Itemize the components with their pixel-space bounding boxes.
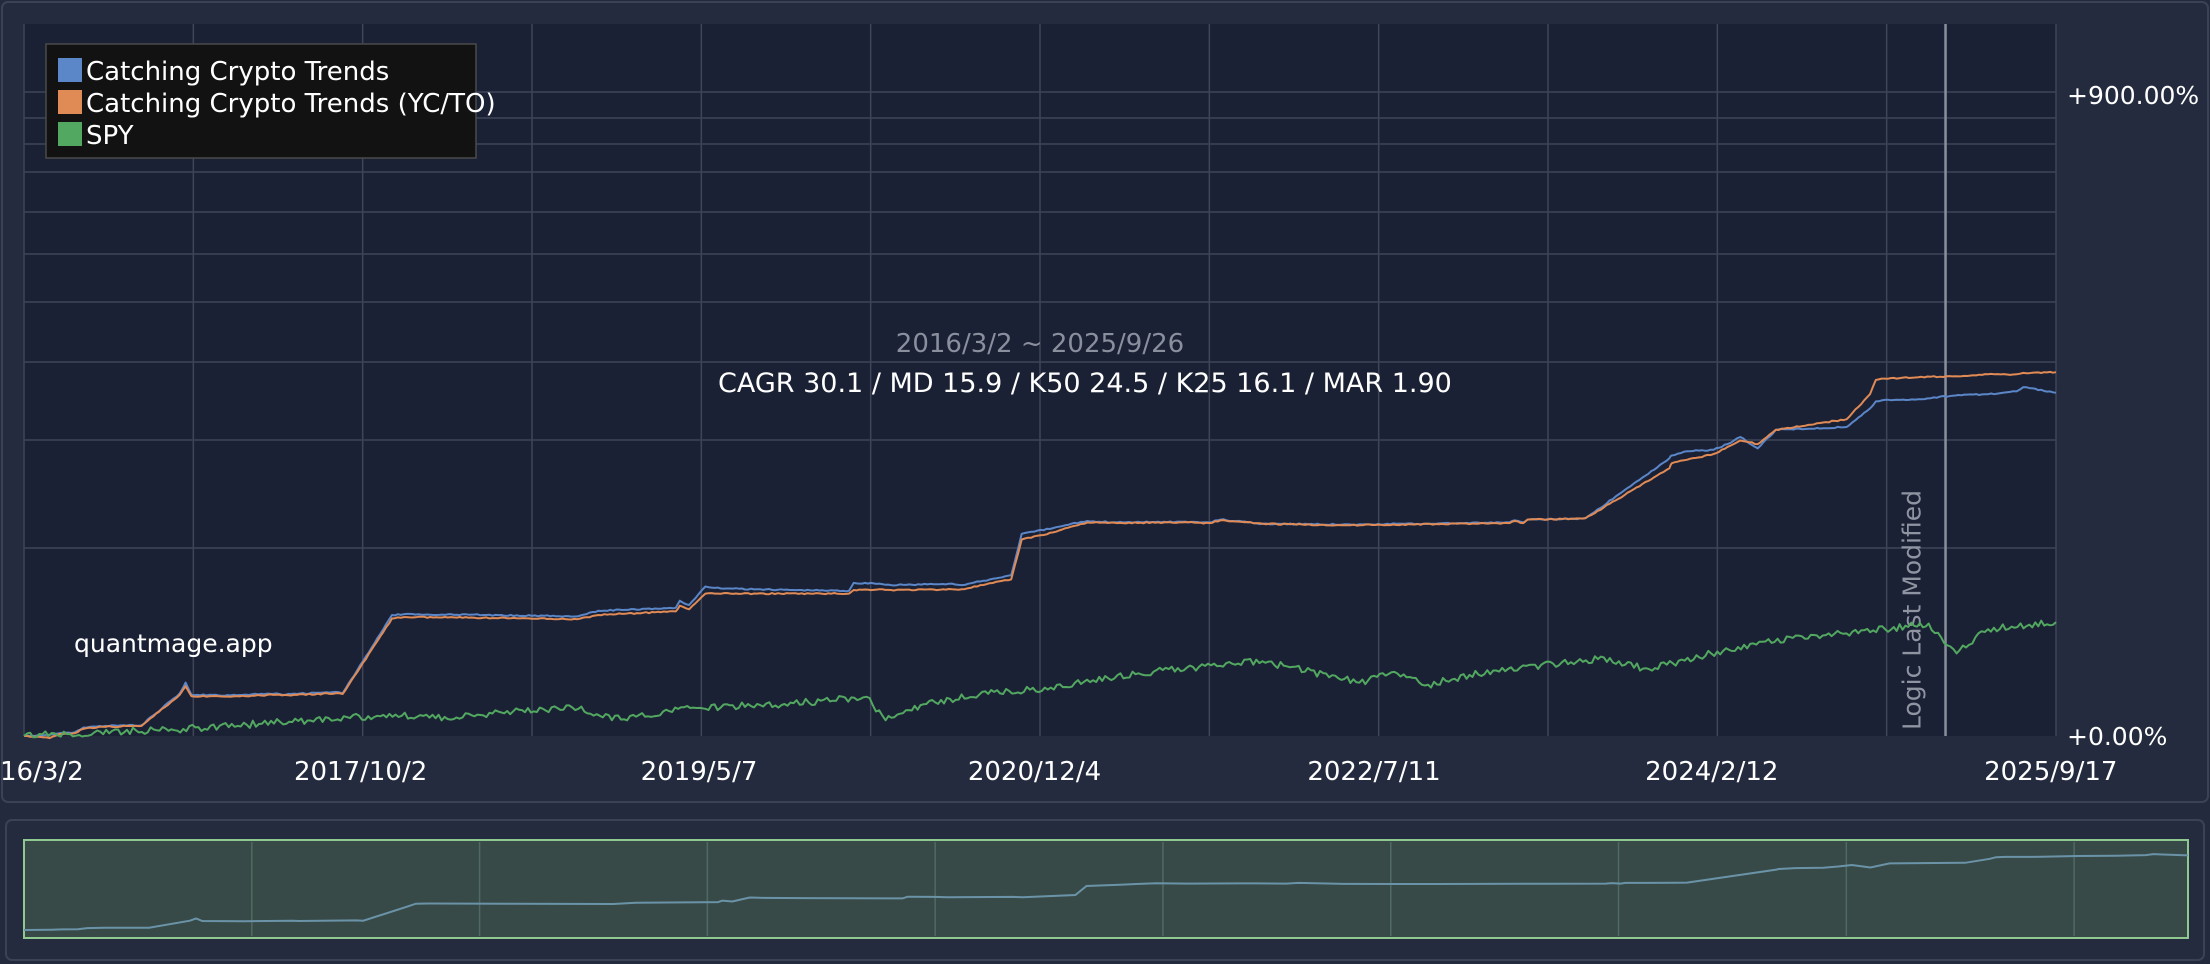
navigator-window[interactable] (23, 839, 2189, 939)
series-line-1 (23, 370, 2057, 740)
navigator-line (23, 853, 2189, 931)
navigator-grid (251, 842, 2075, 936)
y-axis: +0.00% +900.00% (2067, 81, 2199, 751)
x-tick-label-1: 2017/10/2 (294, 757, 427, 787)
legend-label-spy: SPY (86, 121, 134, 151)
logic-last-modified-label: Logic Last Modified (1898, 490, 1927, 730)
navigator-series (23, 853, 2189, 931)
x-tick-label-4: 2022/7/11 (1307, 757, 1440, 787)
legend-swatch-crypto-ycto (58, 90, 82, 114)
series-line-0 (23, 386, 2057, 737)
x-tick-label-3: 2020/12/4 (968, 757, 1101, 787)
x-tick-label-2: 2019/5/7 (641, 757, 758, 787)
x-tick-label-6: 2025/9/17 (1984, 757, 2117, 787)
date-range-annotation: 2016/3/2 ~ 2025/9/26 (896, 329, 1184, 359)
y-tick-label-0: +0.00% (2067, 722, 2167, 751)
legend-label-crypto-ycto: Catching Crypto Trends (YC/TO) (86, 89, 496, 119)
legend-label-crypto: Catching Crypto Trends (86, 57, 389, 87)
legend-swatch-spy (58, 122, 82, 146)
x-axis: 16/3/2 2017/10/2 2019/5/7 2020/12/4 2022/7/1… (0, 757, 2117, 787)
series-line-2 (23, 619, 2057, 739)
legend-swatch-crypto (58, 58, 82, 82)
watermark-text: quantmage.app (74, 629, 273, 658)
vertical-marker: Logic Last Modified (1898, 24, 1947, 736)
legend-box (45, 43, 477, 159)
x-tick-label-0: 16/3/2 (0, 757, 84, 787)
series-lines (23, 370, 2057, 740)
stats-annotation: CAGR 30.1 / MD 15.9 / K50 24.5 / K25 16.… (718, 368, 1452, 399)
x-tick-label-5: 2024/2/12 (1645, 757, 1778, 787)
legend: Catching Crypto Trends Catching Crypto T… (45, 43, 496, 159)
y-tick-label-1: +900.00% (2067, 81, 2199, 110)
